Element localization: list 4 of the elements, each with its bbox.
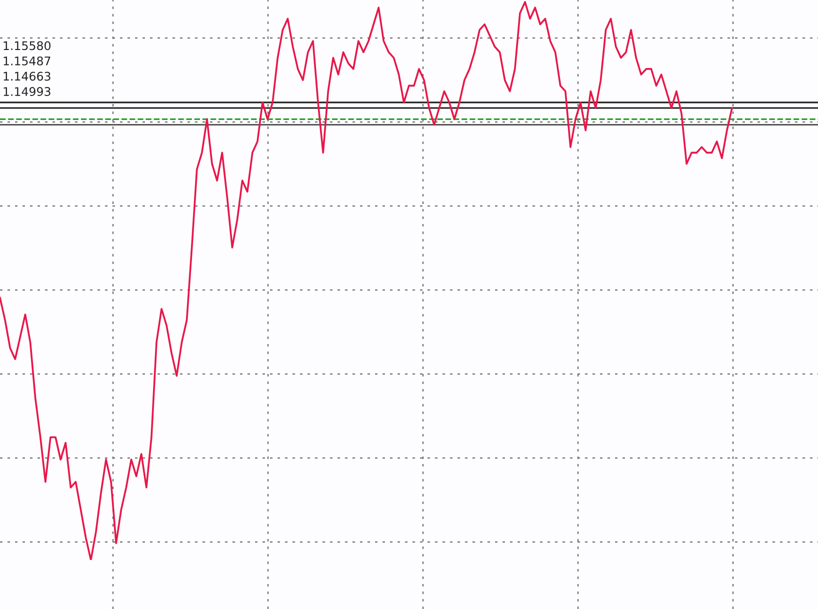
annotation: 1.14663: [4, 72, 50, 81]
annotation: 1.14993: [4, 87, 50, 96]
annotation: 1.15580: [4, 41, 50, 50]
annotation: 1.15487: [4, 56, 50, 66]
